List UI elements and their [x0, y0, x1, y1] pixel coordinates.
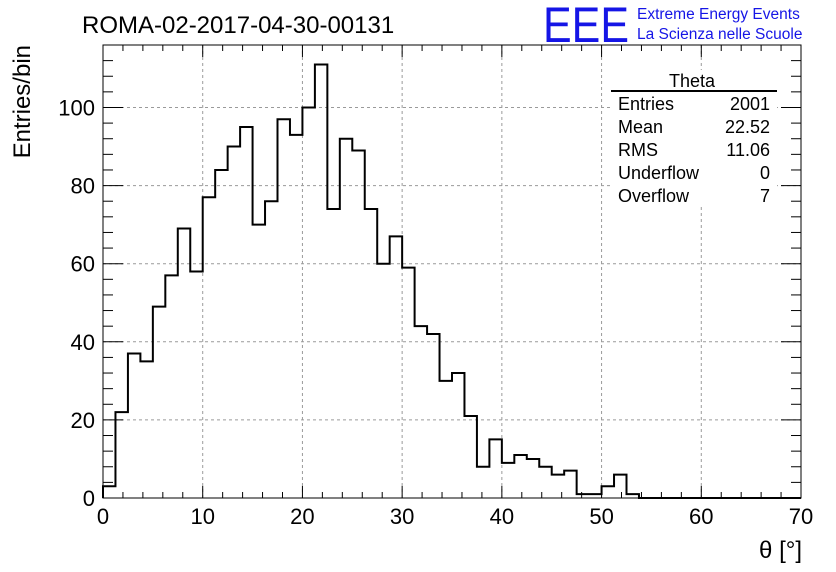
eee-logo-mark: EEE	[543, 0, 629, 53]
eee-logo: EEE Extreme Energy Events La Scienza nel…	[543, 0, 802, 53]
stats-row-label: Entries	[618, 94, 674, 114]
stats-row-value: 7	[760, 186, 770, 206]
histogram-line	[102, 63, 801, 499]
stats-row-value: 22.52	[725, 117, 770, 137]
x-tick-label: 40	[490, 504, 514, 529]
stats-box-title: Theta	[669, 71, 716, 91]
x-tick-label: 0	[97, 504, 109, 529]
stats-row-value: 2001	[730, 94, 770, 114]
y-tick-label: 80	[71, 174, 95, 199]
y-axis-label: Entries/bin	[9, 45, 36, 158]
x-tick-label: 70	[789, 504, 813, 529]
chart-title: ROMA-02-2017-04-30-00131	[82, 12, 394, 39]
y-tick-labels: 0 20 40 60 80 100	[58, 95, 95, 511]
stats-row-label: RMS	[618, 140, 658, 160]
stats-box: Theta Entries 2001 Mean 22.52 RMS 11.06 Underf…	[611, 70, 777, 207]
stats-row-label: Underflow	[618, 163, 700, 183]
y-tick-label: 100	[58, 95, 95, 120]
plot-frame	[102, 44, 802, 499]
x-tick-label: 20	[290, 504, 314, 529]
axis-ticks	[102, 44, 802, 499]
grid-lines	[103, 45, 801, 498]
y-tick-label: 0	[83, 486, 95, 511]
stats-row-label: Mean	[618, 117, 663, 137]
y-tick-label: 20	[71, 408, 95, 433]
x-tick-label: 50	[589, 504, 613, 529]
stats-row-value: 11.06	[726, 140, 770, 160]
stats-row-label: Overflow	[618, 186, 690, 206]
stats-box-background	[611, 70, 777, 207]
y-tick-label: 40	[71, 330, 95, 355]
x-tick-label: 30	[390, 504, 414, 529]
x-tick-label: 10	[190, 504, 214, 529]
y-tick-label: 60	[71, 252, 95, 277]
logo-line-1: Extreme Energy Events	[637, 6, 800, 23]
x-tick-label: 60	[689, 504, 713, 529]
stats-row-value: 0	[760, 163, 770, 183]
x-axis-label: θ [°]	[759, 537, 802, 564]
stats-rows: Entries 2001 Mean 22.52 RMS 11.06 Underflow 0 Ov…	[618, 94, 770, 206]
x-tick-labels: 0 10 20 30 40 50 60 70	[97, 504, 813, 529]
logo-line-2: La Scienza nelle Scuole	[637, 26, 802, 43]
